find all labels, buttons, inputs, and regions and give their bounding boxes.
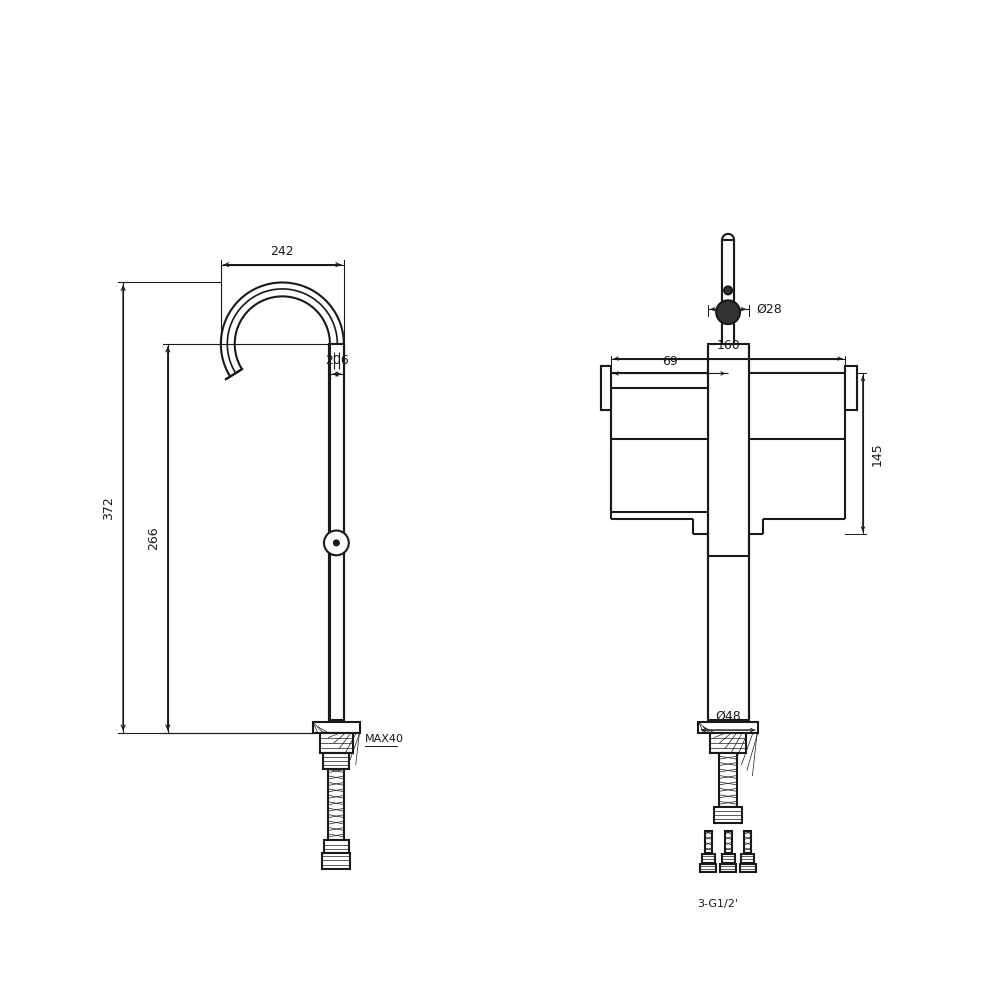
Text: 3-G1/2': 3-G1/2' xyxy=(698,899,739,909)
Text: 160: 160 xyxy=(716,339,740,352)
Bar xyxy=(741,854,754,863)
Bar xyxy=(702,854,715,863)
Bar xyxy=(710,733,746,753)
Bar xyxy=(740,864,756,872)
Bar xyxy=(320,733,353,753)
Circle shape xyxy=(724,286,732,294)
Bar xyxy=(705,831,712,853)
Bar xyxy=(845,366,857,410)
Bar xyxy=(323,753,349,769)
Bar xyxy=(329,344,344,720)
Bar xyxy=(322,853,350,869)
Bar xyxy=(719,753,737,807)
Bar xyxy=(698,722,758,733)
Bar xyxy=(744,831,751,853)
Text: 372: 372 xyxy=(102,496,115,520)
Text: 69: 69 xyxy=(662,355,677,368)
Text: Ø48: Ø48 xyxy=(715,710,741,723)
Text: 266: 266 xyxy=(147,527,160,550)
Bar xyxy=(313,722,360,733)
Bar xyxy=(708,344,749,720)
Bar xyxy=(611,388,708,512)
Circle shape xyxy=(324,530,349,555)
Circle shape xyxy=(334,540,339,545)
Bar xyxy=(601,366,611,410)
Text: 242: 242 xyxy=(271,245,294,258)
Bar xyxy=(720,864,736,872)
Text: 145: 145 xyxy=(871,442,884,466)
Bar xyxy=(324,840,349,853)
Text: 206: 206 xyxy=(325,354,349,367)
Bar xyxy=(722,240,734,344)
Bar xyxy=(700,864,716,872)
Bar xyxy=(722,854,735,863)
Text: MAX40: MAX40 xyxy=(365,734,404,744)
Bar xyxy=(328,769,344,840)
Bar xyxy=(725,831,732,853)
Bar xyxy=(714,807,742,823)
Circle shape xyxy=(716,300,740,324)
Text: Ø28: Ø28 xyxy=(756,303,782,316)
